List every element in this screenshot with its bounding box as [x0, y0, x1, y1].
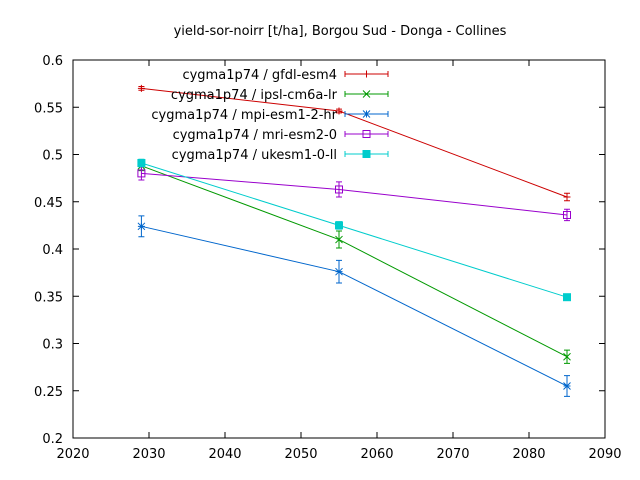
x-tick-label: 2030: [132, 447, 165, 462]
series-3: [137, 166, 571, 222]
x-tick-label: 2040: [208, 447, 241, 462]
data-point-marker: [363, 70, 370, 78]
legend-swatch-caps: [344, 91, 389, 97]
series-4: [137, 158, 571, 302]
data-point-marker: [563, 293, 571, 302]
legend-swatch-caps: [344, 71, 389, 77]
y-tick-label: 0.45: [34, 196, 63, 211]
data-point-marker: [362, 150, 371, 158]
data-point-marker: [137, 84, 145, 92]
x-tick-label: 2090: [588, 447, 621, 462]
legend-swatch-caps: [344, 111, 389, 117]
legend-label: cygma1p74 / ukesm1-0-ll: [172, 148, 337, 163]
y-tick-label: 0.2: [42, 432, 63, 447]
series-layer: [137, 84, 571, 397]
data-point-marker: [335, 267, 343, 276]
y-tick-label: 0.35: [34, 290, 63, 305]
y-tick-label: 0.6: [42, 54, 63, 69]
legend-swatch-caps: [344, 151, 389, 157]
series-line: [141, 225, 568, 387]
legend-swatch-caps: [344, 131, 389, 137]
legend-entry: cygma1p74 / gfdl-esm4: [182, 68, 389, 83]
data-point-marker: [335, 221, 343, 230]
legend-label: cygma1p74 / mri-esm2-0: [173, 128, 337, 143]
y-tick-label: 0.25: [34, 385, 63, 400]
axis-ticks: 2020 2030 2040 2050 2060 2070 2080 2090 0.2 0.25 0…: [34, 54, 622, 462]
series-2: [137, 215, 571, 397]
data-point-marker: [563, 210, 571, 219]
y-tick-label: 0.55: [34, 101, 63, 116]
legend-label: cygma1p74 / ipsl-cm6a-lr: [171, 88, 338, 103]
x-tick-label: 2050: [284, 447, 317, 462]
data-point-marker: [362, 90, 371, 98]
series-0: [137, 84, 571, 202]
x-tick-label: 2080: [512, 447, 545, 462]
legend: cygma1p74 / gfdl-esm4 cygma1p74 / ipsl-cm…: [151, 68, 389, 163]
legend-label: cygma1p74 / mpi-esm1-2-hr: [151, 108, 337, 123]
y-tick-label: 0.3: [42, 338, 63, 353]
y-tick-label: 0.4: [42, 243, 63, 258]
data-point-marker: [563, 382, 571, 390]
data-point-marker: [563, 193, 571, 201]
data-point-marker: [137, 169, 146, 178]
data-point-marker: [335, 107, 343, 115]
x-tick-label: 2020: [56, 447, 89, 462]
legend-entry: cygma1p74 / mri-esm2-0: [173, 128, 389, 143]
legend-entry: cygma1p74 / mpi-esm1-2-hr: [151, 108, 389, 123]
series-line: [141, 165, 568, 358]
legend-entry: cygma1p74 / ipsl-cm6a-lr: [171, 88, 389, 103]
chart-title: yield-sor-noirr [t/ha], Borgou Sud - Don…: [174, 24, 507, 39]
data-point-marker: [335, 185, 343, 194]
x-tick-label: 2070: [436, 447, 469, 462]
data-point-marker: [362, 110, 371, 118]
data-point-marker: [137, 159, 146, 168]
x-tick-label: 2060: [360, 447, 393, 462]
legend-label: cygma1p74 / gfdl-esm4: [182, 68, 337, 83]
error-bar: [336, 181, 342, 198]
y-tick-label: 0.5: [42, 149, 63, 164]
series-line: [141, 162, 568, 298]
legend-entry: cygma1p74 / ukesm1-0-ll: [172, 148, 389, 163]
data-point-marker: [335, 235, 343, 244]
data-point-marker: [137, 222, 146, 231]
series-line: [141, 172, 568, 216]
data-point-marker: [563, 352, 571, 361]
data-point-marker: [362, 130, 371, 138]
